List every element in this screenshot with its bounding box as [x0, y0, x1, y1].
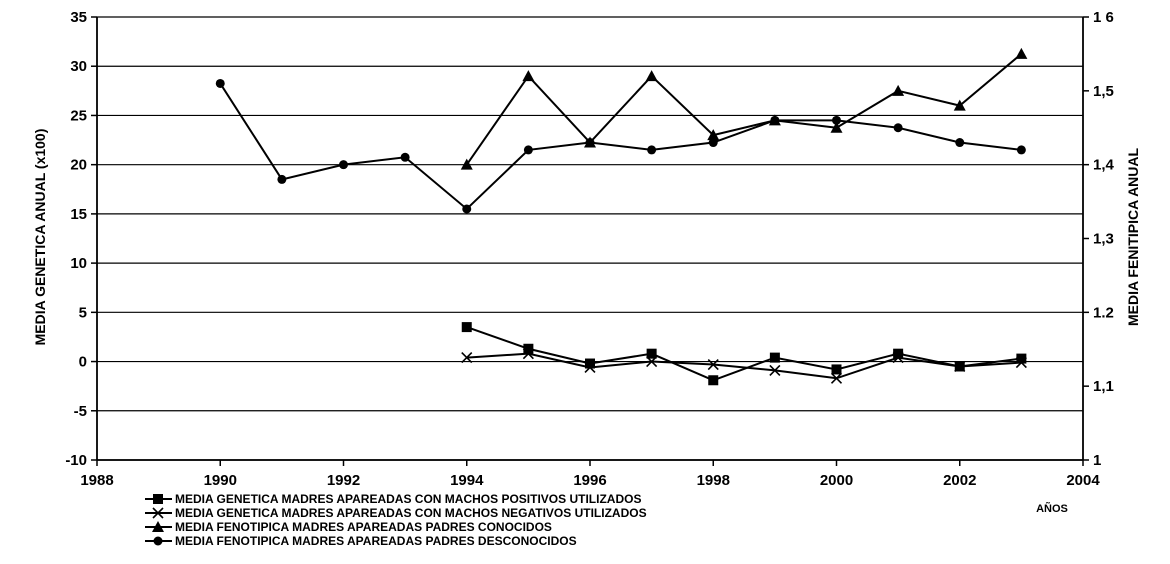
- marker-triangle: [152, 521, 164, 532]
- legend: MEDIA GENETICA MADRES APAREADAS CON MACH…: [145, 492, 647, 548]
- x-tick-label: 2000: [820, 472, 853, 489]
- marker-square: [153, 494, 163, 504]
- y-left-tick-label: 15: [70, 206, 87, 223]
- x-tick-label: 1994: [450, 472, 484, 489]
- marker-triangle: [953, 99, 966, 111]
- legend-entry: MEDIA GENETICA MADRES APAREADAS CON MACH…: [145, 506, 647, 520]
- y-left-tick-label: 25: [70, 107, 87, 124]
- marker-triangle: [830, 121, 843, 133]
- y-right-tick-label: 1 6: [1093, 9, 1114, 26]
- x-axis-title: AÑOS: [1036, 502, 1068, 515]
- marker-square: [893, 348, 904, 359]
- marker-triangle: [707, 129, 720, 141]
- y-right-tick-labels: 1 1,1 1.2 1,3 1,4 1,5 1 6: [1093, 9, 1115, 469]
- marker-x: [954, 360, 966, 373]
- marker-circle: [153, 536, 163, 546]
- y-right-axis-title: MEDIA FENITIPICA ANUAL: [1125, 148, 1141, 327]
- marker-triangle: [1015, 47, 1028, 59]
- marker-circle: [1016, 145, 1026, 155]
- y-left-tick-label: 20: [70, 157, 87, 174]
- marker-circle: [770, 115, 780, 125]
- marker-square: [1016, 353, 1027, 364]
- x-tick-label: 2004: [1066, 472, 1100, 489]
- marker-circle: [277, 174, 287, 184]
- marker-x: [707, 358, 719, 371]
- y-left-tick-label: 35: [70, 9, 87, 26]
- legend-label: MEDIA FENOTIPICA MADRES APAREADAS PADRES…: [175, 534, 577, 548]
- marker-x: [522, 348, 534, 360]
- series-2: [461, 348, 1027, 384]
- x-tick-label: 2002: [943, 472, 976, 489]
- y-right-tick-label: 1,3: [1093, 231, 1114, 248]
- y-left-tick-label: -10: [65, 452, 87, 469]
- x-tick-labels: 1988 1990 1992 1994 1996 1998 2000 2002 2004: [80, 472, 1100, 489]
- marker-square: [585, 358, 595, 369]
- y-left-axis-title: MEDIA GENETICA ANUAL (x100): [32, 129, 48, 346]
- marker-triangle: [522, 70, 535, 82]
- x-tick-label: 1996: [573, 472, 606, 489]
- legend-entry: MEDIA FENOTIPICA MADRES APAREADAS PADRES…: [145, 534, 577, 548]
- marker-square: [523, 343, 534, 354]
- marker-x: [152, 507, 164, 519]
- x-tick-label: 1998: [697, 472, 730, 489]
- series-4: [215, 78, 1026, 214]
- y-left-tick-label: 0: [79, 354, 87, 371]
- marker-square: [708, 375, 719, 386]
- marker-circle: [215, 78, 225, 88]
- y-right-tick-label: 1,4: [1093, 157, 1115, 174]
- x-tick-label: 1992: [327, 472, 360, 489]
- marker-circle: [955, 138, 965, 148]
- marker-square: [831, 364, 842, 375]
- legend-label: MEDIA GENETICA MADRES APAREADAS CON MACH…: [175, 506, 647, 520]
- marker-square: [769, 352, 780, 363]
- y-right-tick-label: 1,5: [1093, 83, 1114, 100]
- x-tick-label: 1988: [80, 472, 113, 489]
- marker-x: [892, 352, 904, 364]
- marker-x: [584, 361, 596, 374]
- legend-label: MEDIA GENETICA MADRES APAREADAS CON MACH…: [175, 492, 641, 506]
- axes: [91, 16, 1089, 466]
- marker-x: [646, 355, 658, 368]
- marker-x: [769, 364, 781, 376]
- y-left-tick-label: 5: [79, 304, 87, 321]
- y-right-tick-label: 1,1: [1093, 378, 1114, 395]
- y-left-tick-label: 30: [70, 58, 87, 75]
- marker-square: [646, 348, 657, 359]
- legend-entry: MEDIA FENOTIPICA MADRES APAREADAS PADRES…: [145, 520, 552, 534]
- marker-x: [830, 372, 843, 384]
- marker-circle: [893, 123, 903, 133]
- marker-x: [1015, 356, 1027, 369]
- marker-circle: [708, 138, 718, 148]
- marker-circle: [585, 138, 595, 148]
- grid-lines: [97, 16, 1083, 461]
- series-layer: [215, 47, 1028, 386]
- legend-entry: MEDIA GENETICA MADRES APAREADAS CON MACH…: [145, 492, 641, 506]
- legend-label: MEDIA FENOTIPICA MADRES APAREADAS PADRES…: [175, 520, 552, 534]
- series-line: [466, 352, 1022, 380]
- marker-circle: [647, 145, 657, 155]
- x-tick-label: 1990: [204, 472, 237, 489]
- marker-circle: [832, 115, 841, 125]
- marker-x: [461, 352, 473, 364]
- y-left-tick-labels: -10 -5 0 5 10 15 20 25 30 35: [65, 9, 87, 469]
- marker-triangle: [460, 158, 473, 170]
- y-right-tick-label: 1: [1093, 452, 1101, 469]
- y-left-tick-label: 10: [70, 255, 87, 272]
- marker-triangle: [645, 70, 658, 82]
- marker-circle: [339, 160, 348, 170]
- series-line: [465, 53, 1023, 166]
- series-line: [466, 326, 1022, 382]
- series-1: [461, 322, 1027, 386]
- marker-triangle: [892, 84, 905, 96]
- series-line: [219, 82, 1022, 211]
- marker-square: [461, 322, 472, 333]
- marker-circle: [523, 145, 533, 155]
- y-left-tick-label: -5: [74, 403, 87, 420]
- y-right-tick-label: 1.2: [1093, 304, 1114, 321]
- marker-circle: [400, 152, 410, 162]
- marker-circle: [462, 204, 472, 214]
